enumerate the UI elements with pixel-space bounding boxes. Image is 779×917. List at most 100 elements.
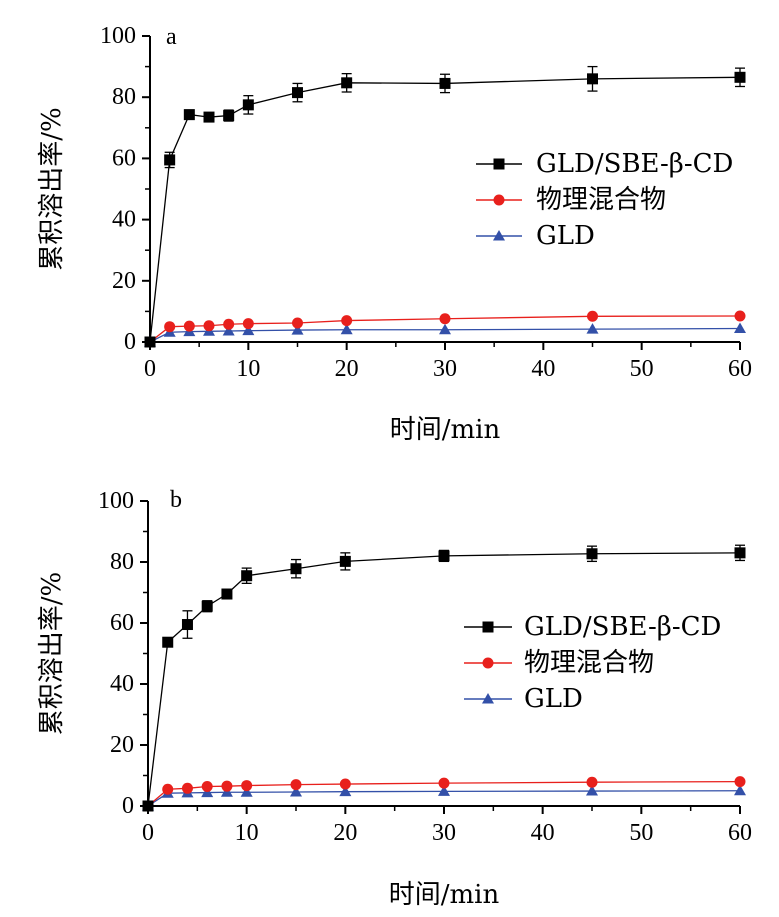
legend-label-series-1: GLD/SBE-β-CD bbox=[536, 149, 733, 179]
data-point-series-2 bbox=[290, 779, 302, 791]
data-point-series-2 bbox=[183, 320, 195, 332]
data-point-series-3 bbox=[290, 785, 302, 797]
data-point-series-1 bbox=[290, 563, 302, 575]
data-point-series-3 bbox=[734, 322, 746, 334]
data-point-series-2 bbox=[734, 310, 746, 322]
data-point-series-2 bbox=[221, 780, 233, 792]
data-point-series-1 bbox=[221, 588, 233, 600]
axis-ticks: 0 20 40 60 80 100 0 10 20 30 40 50 60 bbox=[98, 488, 752, 846]
x-tick-label: 30 bbox=[432, 820, 456, 846]
legend-marker-series-2 bbox=[493, 194, 505, 206]
data-point-series-1 bbox=[201, 600, 213, 612]
legend: GLD/SBE-β-CD 物理混合物 GLD bbox=[464, 612, 721, 714]
data-point-series-3 bbox=[222, 324, 235, 336]
data-point-series-2 bbox=[339, 778, 351, 790]
data-point-series-1 bbox=[586, 548, 598, 560]
y-tick-label: 40 bbox=[110, 671, 134, 697]
x-tick-label: 10 bbox=[235, 820, 259, 846]
data-point-series-3 bbox=[734, 784, 746, 796]
x-tick-label: 10 bbox=[236, 356, 260, 382]
legend: GLD/SBE-β-CD 物理混合物 GLD bbox=[476, 149, 733, 251]
x-axis-title: 时间/min bbox=[390, 415, 501, 445]
y-tick-label: 60 bbox=[110, 610, 134, 636]
x-tick-label: 50 bbox=[629, 820, 653, 846]
x-tick-label: 0 bbox=[142, 820, 154, 846]
data-point-series-3 bbox=[339, 785, 352, 797]
data-point-series-3 bbox=[586, 323, 599, 334]
data-point-series-1 bbox=[181, 619, 193, 631]
y-tick-label: 40 bbox=[112, 207, 136, 233]
data-point-series-2 bbox=[223, 318, 235, 330]
legend-marker-series-2 bbox=[482, 657, 494, 669]
data-point-series-3 bbox=[242, 324, 255, 336]
data-point-series-2 bbox=[201, 780, 213, 792]
y-tick-label: 0 bbox=[124, 329, 136, 355]
legend-label-series-2: 物理混合物 bbox=[536, 185, 666, 215]
x-tick-label: 60 bbox=[728, 820, 752, 846]
y-tick-label: 20 bbox=[112, 268, 136, 294]
data-point-series-2 bbox=[241, 780, 253, 792]
y-tick-label: 0 bbox=[122, 793, 134, 819]
legend-marker-series-1 bbox=[482, 621, 494, 633]
data-point-series-1 bbox=[183, 109, 195, 121]
data-point-series-2 bbox=[164, 321, 176, 333]
legend-label-series-2: 物理混合物 bbox=[524, 648, 654, 678]
y-axis-title: 累积溶出率/% bbox=[37, 572, 67, 735]
x-tick-label: 40 bbox=[531, 356, 555, 382]
data-point-series-2 bbox=[292, 317, 303, 329]
panel-label: b bbox=[170, 487, 182, 513]
x-tick-label: 20 bbox=[333, 820, 357, 846]
data-point-series-2 bbox=[181, 782, 193, 794]
y-axis-title: 累积溶出率/% bbox=[37, 107, 67, 270]
legend-label-series-1: GLD/SBE-β-CD bbox=[524, 612, 721, 642]
legend-marker-series-3 bbox=[482, 693, 494, 704]
data-point-series-2 bbox=[242, 318, 254, 330]
data-point-series-3 bbox=[340, 323, 353, 335]
data-point-series-3 bbox=[439, 323, 451, 335]
data-point-series-2 bbox=[734, 776, 746, 788]
data-point-series-1 bbox=[734, 71, 746, 83]
data-point-series-1 bbox=[144, 336, 156, 348]
chart-panel-b: b 时间/min 累积溶出率/% 0 20 40 60 80 100 0 10 20 30 40 50… bbox=[37, 487, 752, 910]
legend-marker-series-1 bbox=[493, 158, 505, 170]
data-point-series-1 bbox=[292, 87, 303, 99]
data-point-series-1 bbox=[162, 636, 174, 648]
legend-label-series-3: GLD bbox=[536, 221, 595, 251]
chart-panel-a: a 时间/min 累积溶出率/% 0 20 40 60 80 100 0 10 20 30 40 50… bbox=[37, 23, 752, 445]
plot-area bbox=[144, 65, 746, 348]
data-point-series-1 bbox=[339, 555, 351, 567]
data-point-series-3 bbox=[291, 324, 304, 335]
x-tick-label: 50 bbox=[630, 356, 654, 382]
x-tick-label: 20 bbox=[335, 356, 359, 382]
data-point-series-3 bbox=[438, 785, 450, 796]
data-point-series-1 bbox=[164, 154, 176, 166]
data-point-series-1 bbox=[438, 550, 450, 562]
data-point-series-3 bbox=[240, 786, 253, 797]
data-point-series-1 bbox=[242, 99, 254, 111]
y-tick-label: 20 bbox=[110, 732, 134, 758]
data-point-series-2 bbox=[341, 315, 353, 327]
data-point-series-1 bbox=[142, 800, 154, 812]
panel-label: a bbox=[166, 24, 177, 50]
y-tick-label: 100 bbox=[100, 23, 136, 49]
x-axis-title: 时间/min bbox=[389, 880, 500, 910]
data-point-series-2 bbox=[438, 777, 450, 789]
data-point-series-1 bbox=[587, 73, 598, 85]
y-tick-label: 80 bbox=[112, 84, 136, 110]
x-tick-label: 40 bbox=[531, 820, 555, 846]
axis-ticks: 0 20 40 60 80 100 0 10 20 30 40 50 60 bbox=[100, 23, 752, 382]
y-tick-label: 60 bbox=[112, 145, 136, 171]
y-tick-label: 100 bbox=[98, 488, 134, 514]
data-point-series-2 bbox=[586, 776, 598, 788]
data-point-series-2 bbox=[203, 320, 215, 332]
data-point-series-1 bbox=[734, 547, 746, 559]
series-line-1 bbox=[147, 552, 741, 807]
data-point-series-1 bbox=[341, 77, 353, 89]
data-point-series-2 bbox=[587, 310, 598, 322]
y-tick-label: 80 bbox=[110, 549, 134, 575]
x-tick-label: 30 bbox=[433, 356, 457, 382]
data-point-series-1 bbox=[223, 110, 235, 122]
plot-area bbox=[142, 544, 746, 812]
x-tick-label: 0 bbox=[144, 356, 156, 382]
